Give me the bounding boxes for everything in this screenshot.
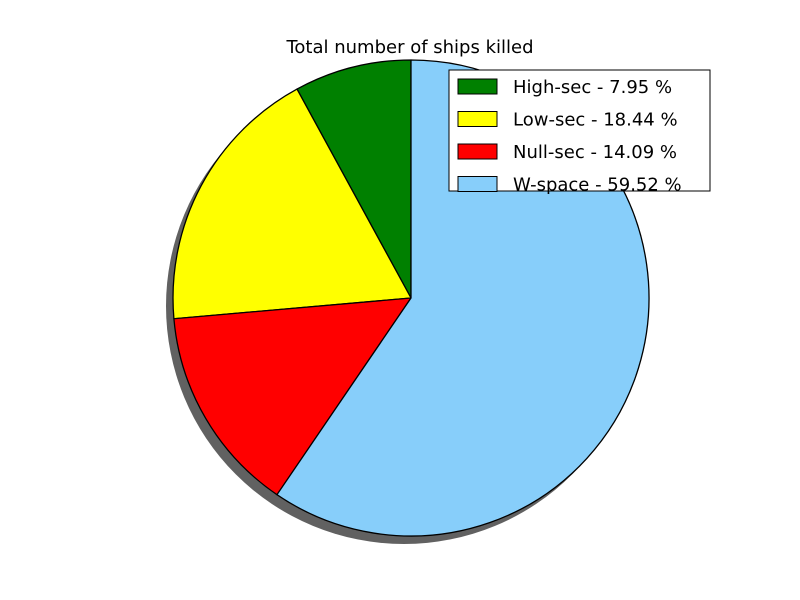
legend-item-high-sec: High-sec - 7.95 % bbox=[457, 77, 672, 98]
legend-swatch bbox=[457, 176, 498, 192]
pie-slice-low-sec bbox=[172, 88, 412, 320]
legend-label: High-sec - 7.95 % bbox=[513, 77, 672, 98]
legend-item-w-space: W-space - 59.52 % bbox=[457, 175, 682, 196]
legend-item-null-sec: Null-sec - 14.09 % bbox=[457, 142, 677, 163]
pie-slice-high-sec bbox=[296, 59, 412, 299]
legend-swatch bbox=[457, 143, 498, 160]
legend: High-sec - 7.95 % Low-sec - 18.44 % Null-s… bbox=[448, 69, 711, 196]
legend-swatch bbox=[457, 111, 498, 127]
pie-slice-null-sec bbox=[173, 297, 412, 496]
legend-label: Null-sec - 14.09 % bbox=[513, 142, 677, 163]
legend-label: W-space - 59.52 % bbox=[513, 175, 682, 196]
chart-title: Total number of ships killed bbox=[285, 37, 533, 58]
legend-swatch bbox=[457, 78, 498, 95]
legend-item-low-sec: Low-sec - 18.44 % bbox=[457, 110, 678, 131]
legend-label: Low-sec - 18.44 % bbox=[513, 110, 678, 131]
